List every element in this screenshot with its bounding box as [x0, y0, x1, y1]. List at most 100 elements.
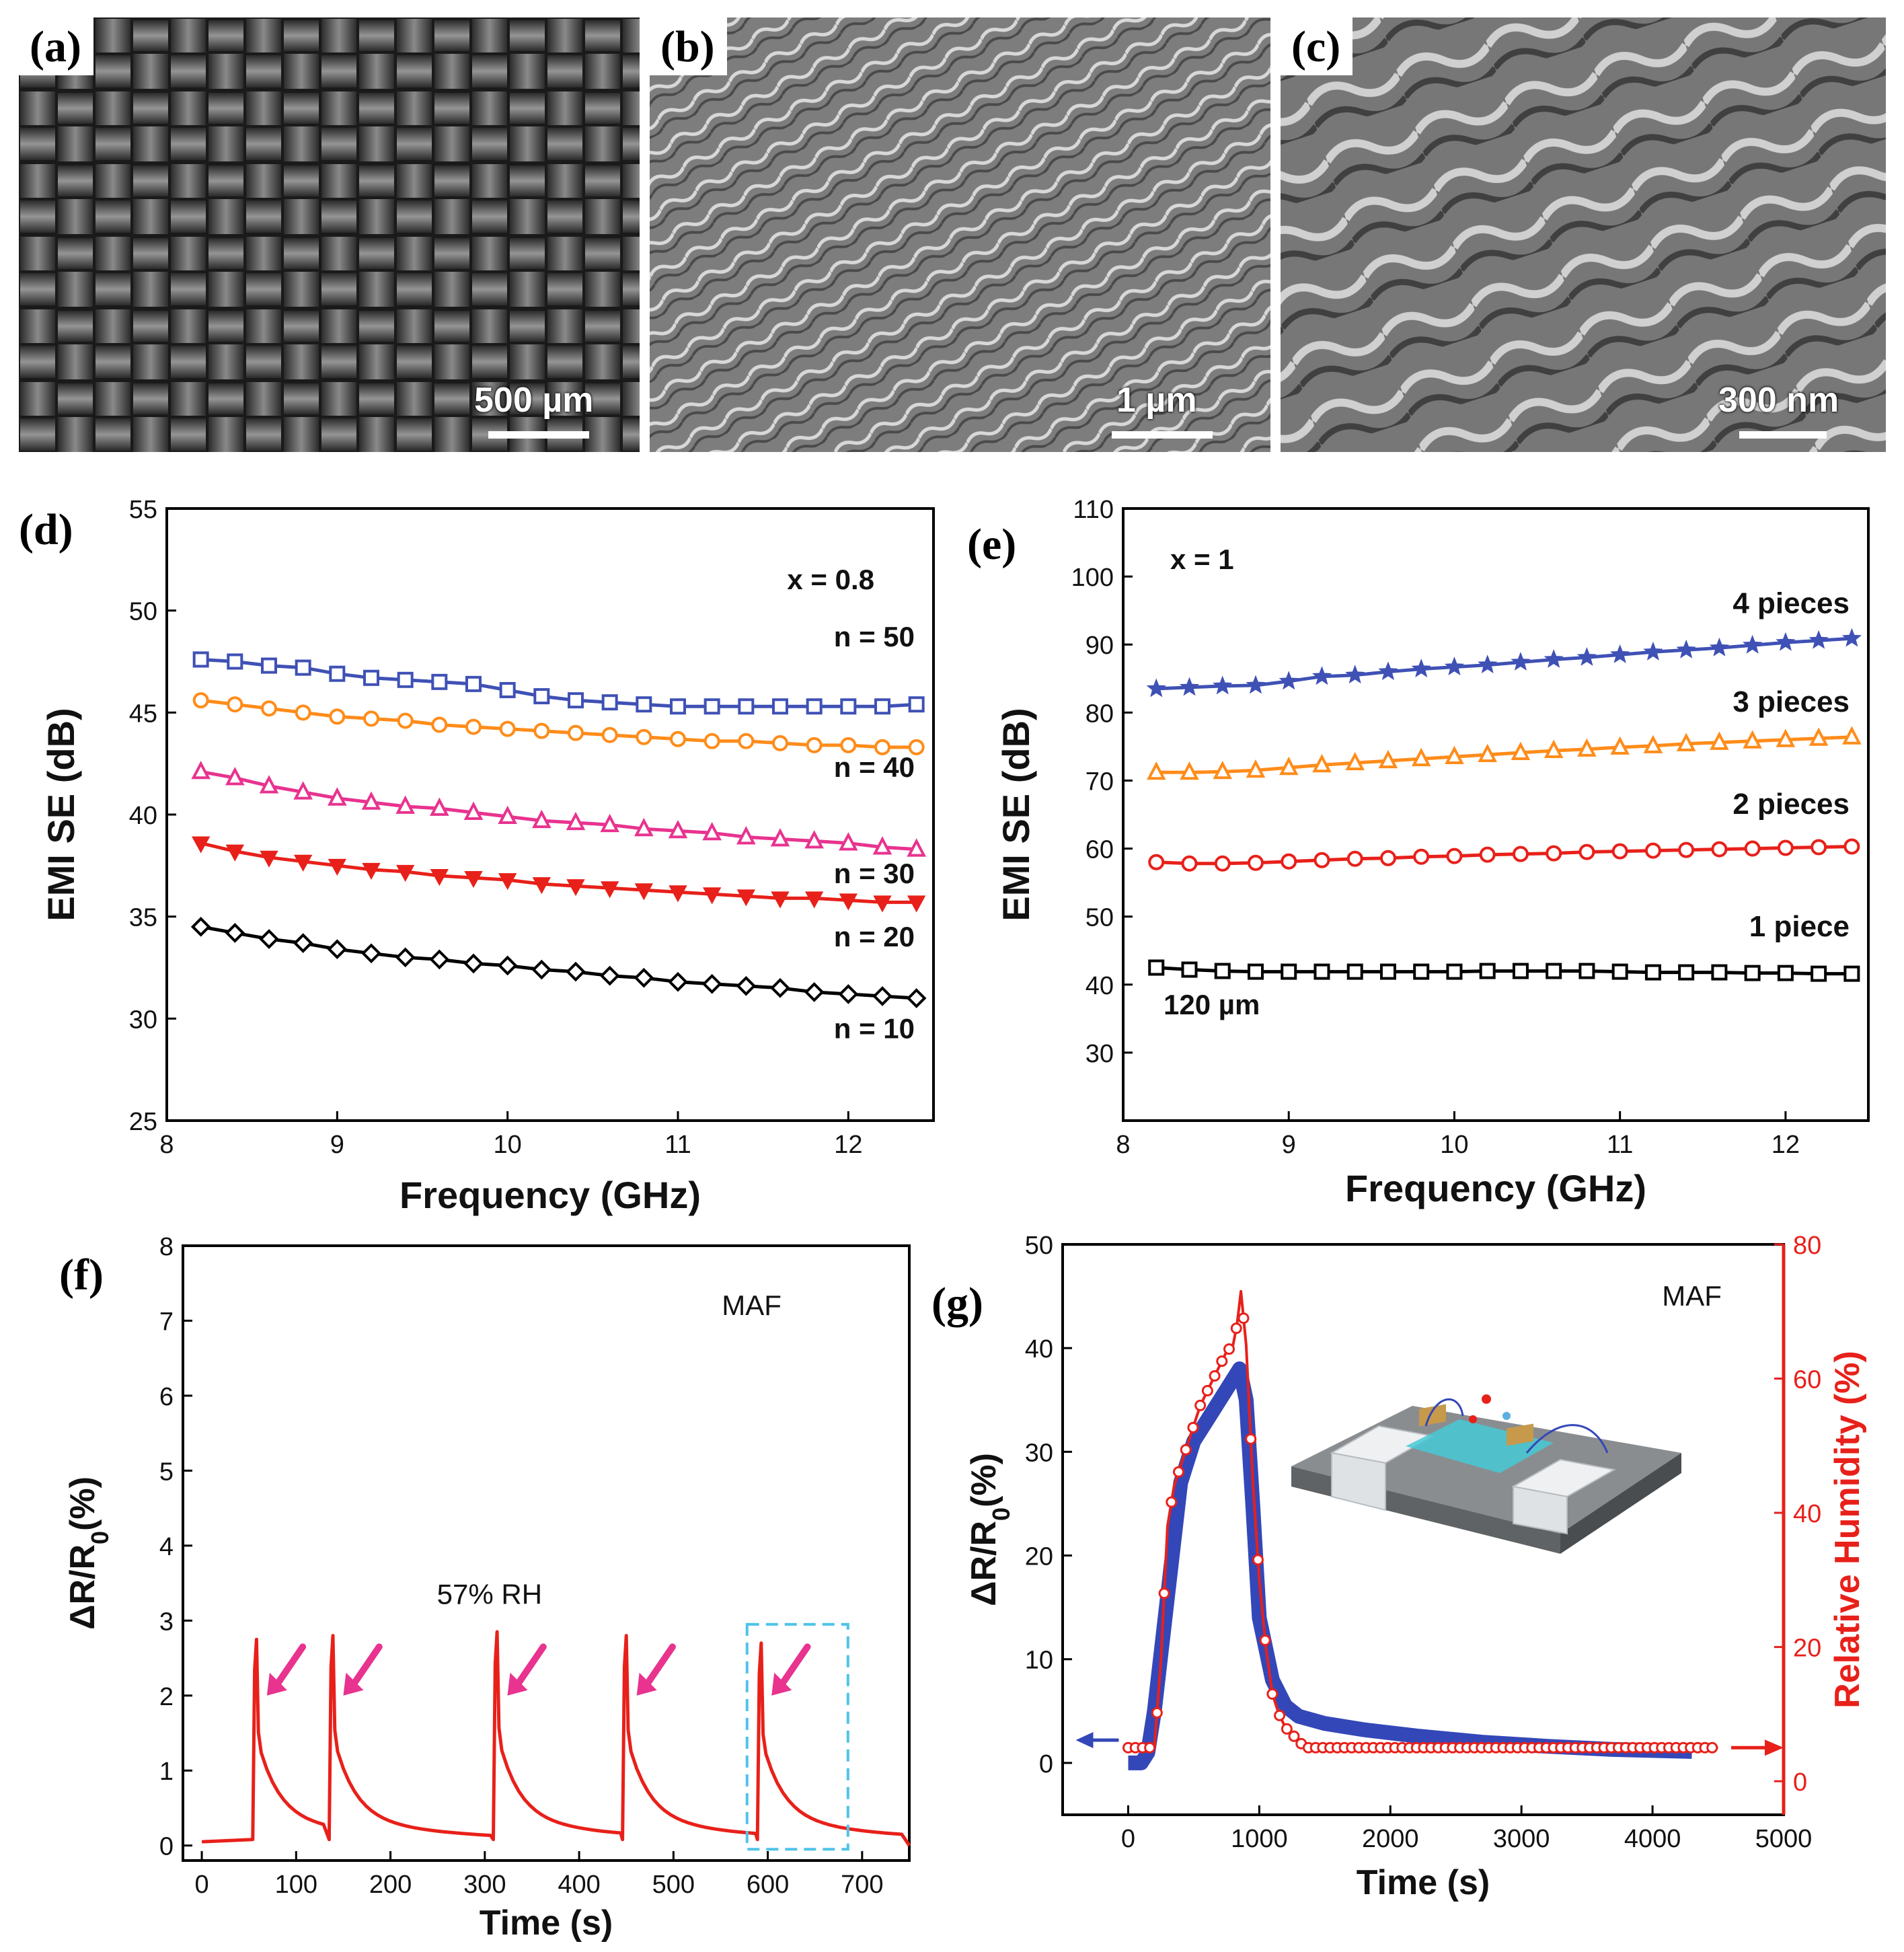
- data-point: [634, 883, 654, 901]
- series-line-n30: [200, 769, 917, 852]
- data-point: [532, 877, 551, 895]
- data-point: [362, 862, 381, 880]
- data-point: [1610, 736, 1630, 755]
- x-tick-label: 700: [841, 1871, 883, 1899]
- data-point: [463, 953, 484, 974]
- y2-tick-label: 40: [1793, 1500, 1821, 1528]
- data-point: [259, 929, 279, 949]
- plot-frame: [1122, 507, 1870, 1122]
- data-point: [872, 986, 892, 1006]
- data-point: [1710, 731, 1729, 750]
- data-point: [908, 739, 925, 755]
- data-point: [1744, 840, 1761, 857]
- series-label: n = 20: [834, 921, 915, 952]
- data-point: [531, 959, 552, 980]
- data-point: [736, 889, 756, 907]
- data-point: [1511, 741, 1531, 760]
- x-tick-label: 600: [747, 1871, 789, 1899]
- humidity-point: [1187, 1421, 1199, 1433]
- x-tick-label: 12: [1772, 1131, 1800, 1159]
- data-point: [703, 698, 720, 715]
- pulse-arrow: [271, 1643, 307, 1691]
- data-point: [532, 809, 551, 829]
- humidity-point: [1216, 1355, 1228, 1367]
- humidity-point: [1166, 1496, 1178, 1508]
- data-point: [907, 895, 926, 913]
- y-axis-label: EMI SE (dB): [995, 708, 1037, 921]
- data-point: [1213, 760, 1233, 780]
- y-tick-label: 90: [1086, 632, 1114, 660]
- left-axis-arrow-head: [1075, 1731, 1094, 1748]
- data-point: [636, 696, 652, 713]
- data-point: [465, 718, 482, 735]
- data-point: [1312, 753, 1332, 773]
- data-point: [1181, 961, 1198, 978]
- y-tick-label: 40: [1025, 1335, 1053, 1363]
- data-point: [329, 708, 346, 725]
- data-point: [1148, 854, 1165, 870]
- chart-annotation: MAF: [1662, 1280, 1722, 1312]
- humidity-point: [1259, 1635, 1271, 1647]
- data-point: [1281, 853, 1297, 870]
- data-point: [1711, 841, 1728, 858]
- data-point: [1546, 845, 1562, 862]
- plot-frame: [165, 507, 935, 1122]
- series-line-1piece: [1156, 966, 1852, 976]
- data-point: [1511, 652, 1531, 671]
- series-line-3pieces: [1156, 735, 1852, 774]
- data-point: [738, 733, 755, 749]
- data-point: [907, 838, 926, 857]
- data-point: [566, 879, 585, 897]
- y-tick-label: 50: [129, 598, 157, 626]
- data-point: [395, 947, 416, 968]
- data-point: [1247, 854, 1264, 871]
- x-tick-label: 3000: [1493, 1825, 1550, 1853]
- data-point: [1313, 963, 1330, 980]
- pulse-arrow: [641, 1643, 676, 1691]
- chart-annotation: x = 1: [1170, 543, 1234, 575]
- y-tick-label: 50: [1086, 904, 1114, 932]
- data-point: [1512, 963, 1529, 979]
- data-point: [601, 694, 618, 711]
- data-point: [1711, 964, 1728, 981]
- y-tick-label: 30: [1086, 1040, 1114, 1068]
- humidity-point: [1245, 1433, 1257, 1445]
- data-point: [1345, 751, 1365, 771]
- data-point: [191, 760, 211, 780]
- data-point: [397, 712, 414, 729]
- inset-water-molecule: [1482, 1394, 1491, 1404]
- y-tick-label: 25: [129, 1108, 157, 1136]
- data-point: [192, 692, 209, 709]
- data-point: [1776, 632, 1796, 651]
- x-tick-label: 200: [369, 1871, 412, 1899]
- data-point: [1214, 963, 1231, 979]
- sem-image-a: [19, 17, 640, 452]
- data-point: [261, 657, 277, 674]
- series-label: 4 pieces: [1732, 587, 1850, 620]
- data-point: [839, 832, 858, 851]
- y2-tick-label: 60: [1793, 1366, 1821, 1394]
- inset-wire-right: [1525, 1424, 1609, 1454]
- data-point: [499, 720, 516, 737]
- data-point: [568, 724, 584, 741]
- data-point: [464, 871, 483, 889]
- data-point: [295, 659, 311, 676]
- y-tick-label: 45: [129, 700, 157, 728]
- y-tick-label: 40: [129, 802, 157, 830]
- data-point: [838, 984, 859, 1004]
- condition-label: 57% RH: [437, 1578, 542, 1610]
- data-point: [770, 978, 790, 998]
- series-line-n50: [200, 658, 917, 708]
- panel-label-g: (g): [931, 1279, 983, 1328]
- data-point: [1776, 728, 1796, 747]
- series-line-n10: [200, 925, 917, 1000]
- humidity-point: [1144, 1741, 1156, 1754]
- series-label: n = 30: [834, 858, 915, 889]
- chart-e: 8 9 10 11 12 30 40 50 60 70 80 90 100 110 Frequency (G…: [995, 496, 1870, 1209]
- scale-bar-label-a: 500 µm: [474, 381, 594, 420]
- y-tick-label: 3: [159, 1608, 174, 1636]
- data-point: [1379, 850, 1396, 866]
- data-point: [328, 787, 347, 806]
- panel-label-f: (f): [59, 1250, 104, 1300]
- humidity-point: [1252, 1554, 1264, 1566]
